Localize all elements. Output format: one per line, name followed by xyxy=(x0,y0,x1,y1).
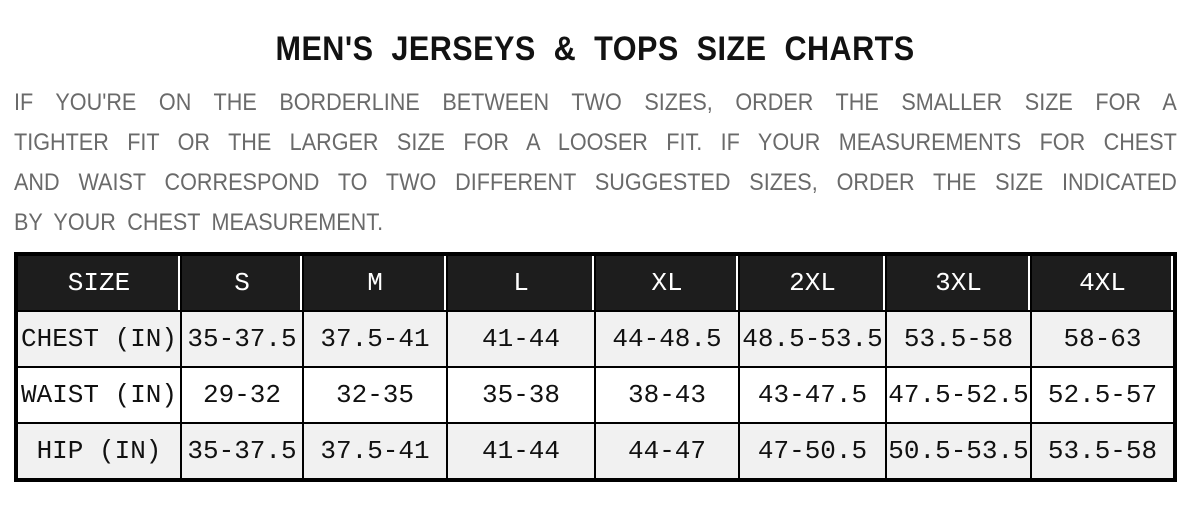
col-header-s: S xyxy=(180,253,304,312)
intro-line-3: AND WAIST CORRESPOND TO TWO DIFFERENT SU… xyxy=(14,169,1177,196)
cell-chest-s: 35-37.5 xyxy=(180,310,304,368)
cell-waist-m: 32-35 xyxy=(302,366,448,424)
cell-chest-4xl: 58-63 xyxy=(1030,310,1176,368)
table-row-hip: HIP (IN) 35-37.5 37.5-41 41-44 44-47 47-… xyxy=(15,422,1176,481)
cell-hip-4xl: 53.5-58 xyxy=(1030,422,1176,481)
cell-waist-4xl: 52.5-57 xyxy=(1030,366,1176,424)
cell-waist-s: 29-32 xyxy=(180,366,304,424)
header-row: SIZE S M L XL 2XL 3XL 4XL xyxy=(15,253,1176,312)
table-row-waist: WAIST (IN) 29-32 32-35 35-38 38-43 43-47… xyxy=(15,366,1176,424)
col-header-4xl: 4XL xyxy=(1030,253,1176,312)
cell-hip-xl: 44-47 xyxy=(594,422,740,481)
table-row-chest: CHEST (IN) 35-37.5 37.5-41 41-44 44-48.5… xyxy=(15,310,1176,368)
intro-line-1: IF YOU'RE ON THE BORDERLINE BETWEEN TWO … xyxy=(14,89,1177,116)
cell-chest-l: 41-44 xyxy=(446,310,596,368)
cell-waist-xl: 38-43 xyxy=(594,366,740,424)
cell-hip-l: 41-44 xyxy=(446,422,596,481)
intro-paragraph: IF YOU'RE ON THE BORDERLINE BETWEEN TWO … xyxy=(14,83,1177,243)
cell-chest-m: 37.5-41 xyxy=(302,310,448,368)
col-header-2xl: 2XL xyxy=(738,253,887,312)
col-header-m: M xyxy=(302,253,448,312)
row-label-waist: WAIST (IN) xyxy=(15,366,182,424)
row-label-chest: CHEST (IN) xyxy=(15,310,182,368)
col-header-size: SIZE xyxy=(15,253,182,312)
cell-waist-2xl: 43-47.5 xyxy=(738,366,887,424)
cell-hip-2xl: 47-50.5 xyxy=(738,422,887,481)
col-header-xl: XL xyxy=(594,253,740,312)
row-label-hip: HIP (IN) xyxy=(15,422,182,481)
col-header-3xl: 3XL xyxy=(885,253,1032,312)
cell-hip-3xl: 50.5-53.5 xyxy=(885,422,1032,481)
page-title-row: MEN'S JERSEYS & TOPS SIZE CHARTS xyxy=(0,30,1191,69)
cell-hip-s: 35-37.5 xyxy=(180,422,304,481)
page-title: MEN'S JERSEYS & TOPS SIZE CHARTS xyxy=(275,30,916,68)
intro-line-2: TIGHTER FIT OR THE LARGER SIZE FOR A LOO… xyxy=(14,129,1177,156)
cell-chest-2xl: 48.5-53.5 xyxy=(738,310,887,368)
cell-chest-xl: 44-48.5 xyxy=(594,310,740,368)
intro-paragraph-inner: IF YOU'RE ON THE BORDERLINE BETWEEN TWO … xyxy=(14,83,1177,243)
size-chart-table: SIZE S M L XL 2XL 3XL 4XL CHEST (IN) 35-… xyxy=(14,252,1177,482)
col-header-l: L xyxy=(446,253,596,312)
cell-waist-3xl: 47.5-52.5 xyxy=(885,366,1032,424)
intro-line-4: BY YOUR CHEST MEASUREMENT. xyxy=(14,209,384,236)
cell-waist-l: 35-38 xyxy=(446,366,596,424)
cell-chest-3xl: 53.5-58 xyxy=(885,310,1032,368)
cell-hip-m: 37.5-41 xyxy=(302,422,448,481)
